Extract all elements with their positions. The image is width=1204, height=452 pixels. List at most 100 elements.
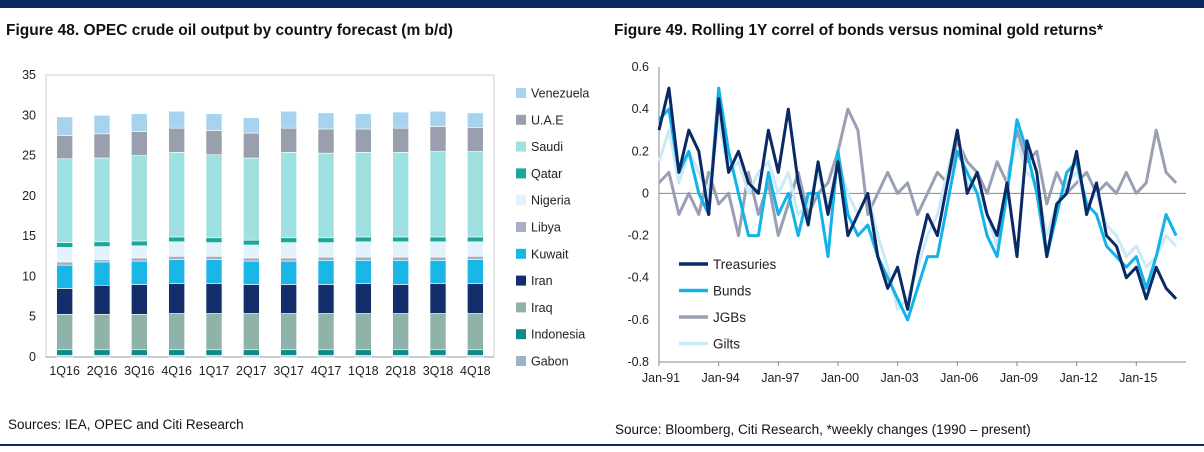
bar-segment-uae — [131, 131, 148, 156]
x-tick-label: 2Q16 — [87, 364, 118, 378]
x-tick-label: Jan-06 — [940, 371, 978, 385]
bar-segment-uae — [243, 132, 260, 159]
legend-swatch — [516, 168, 526, 179]
bar-segment-qatar — [93, 241, 111, 247]
bar-segment-iran — [243, 284, 260, 314]
legend-swatch — [516, 141, 526, 152]
bar-segment-iran — [205, 283, 223, 314]
bar-segment-iran — [429, 283, 447, 314]
bar-segment-iraq — [56, 313, 73, 351]
bar-segment-venezuela — [392, 111, 409, 129]
bar-segment-saudi — [56, 158, 73, 243]
bar-segment-nigeria — [56, 247, 73, 263]
bar-segment-saudi — [131, 155, 148, 242]
series-line-jgbs — [657, 107, 1178, 238]
bar-segment-nigeria — [131, 245, 148, 259]
bar-segment-indonesia — [317, 349, 335, 356]
bar-segment-uae — [280, 127, 297, 153]
legend-label: Indonesia — [531, 328, 585, 342]
bar-segment-libya — [131, 257, 148, 262]
bar-segment-indonesia — [93, 349, 111, 356]
bar-segment-indonesia — [467, 349, 484, 356]
legend-label: Gabon — [531, 355, 569, 369]
bar-segment-uae — [205, 130, 223, 156]
y-tick-label: 0.2 — [632, 144, 649, 158]
plot-area — [45, 74, 495, 358]
bar-segment-saudi — [467, 151, 484, 238]
bar-segment-indonesia — [56, 349, 73, 356]
legend-swatch — [516, 248, 526, 259]
bar-segment-indonesia — [168, 349, 185, 356]
bar-segment-iraq — [317, 313, 335, 351]
bar-segment-venezuela — [205, 113, 223, 131]
bar-segment-venezuela — [467, 112, 484, 128]
bar-segment-kuwait — [56, 264, 73, 289]
y-tick-label: 15 — [22, 229, 36, 243]
bar-segment-nigeria — [317, 242, 335, 258]
x-tick-label: 4Q16 — [161, 364, 192, 378]
bar-segment-kuwait — [467, 259, 484, 284]
bar-segment-uae — [392, 127, 409, 153]
legend-label: U.A.E — [531, 113, 564, 127]
x-tick-label: 3Q18 — [423, 364, 454, 378]
bar-segment-nigeria — [205, 242, 223, 257]
bar-segment-iraq — [205, 313, 223, 351]
bar-segment-iran — [56, 288, 73, 315]
bar-segment-uae — [93, 133, 111, 159]
bar-segment-nigeria — [93, 246, 111, 260]
y-tick-label: -0.2 — [627, 229, 649, 243]
bar-segment-uae — [317, 128, 335, 154]
figure-48-title: Figure 48. OPEC crude oil output by coun… — [6, 22, 453, 39]
x-tick-label: 1Q16 — [49, 364, 80, 378]
bar-segment-nigeria — [429, 241, 447, 258]
x-tick-label: 1Q18 — [348, 364, 379, 378]
bar-segment-nigeria — [280, 242, 297, 259]
correlation-line-chart: -0.8 -0.6 -0.4 -0.2 0 0.2 0.4 0.6 Jan-91 Jan-94 Ja… — [627, 60, 1186, 385]
bar-segment-saudi — [392, 152, 409, 238]
bar-segment-iraq — [280, 313, 297, 351]
bar-segment-iran — [93, 284, 111, 315]
bar-segment-iran — [467, 283, 484, 314]
bar-segment-venezuela — [355, 113, 372, 130]
y-tick-label: 30 — [22, 108, 36, 122]
bar-segment-iran — [131, 284, 148, 315]
bar-segment-iran — [280, 284, 297, 314]
legend-label: Libya — [531, 221, 561, 235]
x-tick-label: Jan-09 — [1000, 371, 1038, 385]
bar-segment-qatar — [317, 237, 335, 243]
y-tick-label: -0.4 — [627, 271, 649, 285]
bar-segment-qatar — [243, 239, 260, 246]
bar-segment-uae — [467, 127, 484, 152]
bar-segment-iraq — [429, 313, 447, 351]
bar-segment-saudi — [429, 151, 447, 238]
bar-segment-venezuela — [280, 110, 297, 129]
bar-segment-venezuela — [429, 110, 447, 127]
y-tick-label: 25 — [22, 149, 36, 163]
bar-segment-kuwait — [131, 260, 148, 285]
bar-segment-kuwait — [280, 260, 297, 285]
bar-segment-iraq — [243, 313, 260, 351]
bar-segment-indonesia — [131, 349, 148, 356]
x-tick-label: 4Q18 — [460, 364, 491, 378]
bar-segment-kuwait — [392, 260, 409, 285]
bar-segment-iran — [355, 283, 372, 314]
bar-segment-venezuela — [168, 110, 185, 129]
bar-segment-libya — [317, 256, 335, 261]
bar-segment-qatar — [56, 242, 73, 248]
bar-segment-qatar — [467, 236, 484, 243]
x-tick-label: 2Q18 — [385, 364, 416, 378]
bar-segment-iraq — [131, 313, 148, 351]
legend-swatch — [516, 88, 526, 98]
legend-label: Treasuries — [713, 257, 777, 272]
bar-segment-venezuela — [93, 114, 111, 135]
bar-segment-libya — [429, 256, 447, 261]
bar-segment-uae — [56, 135, 73, 160]
bar-segment-nigeria — [168, 241, 185, 257]
y-tick-label: -0.6 — [627, 313, 649, 327]
bar-segment-libya — [205, 255, 223, 260]
legend-label: Iraq — [531, 301, 553, 315]
bar-segment-uae — [429, 126, 447, 152]
legend-swatch — [516, 195, 526, 206]
bar-segment-libya — [93, 259, 111, 263]
x-tick-label: Jan-94 — [702, 371, 740, 385]
